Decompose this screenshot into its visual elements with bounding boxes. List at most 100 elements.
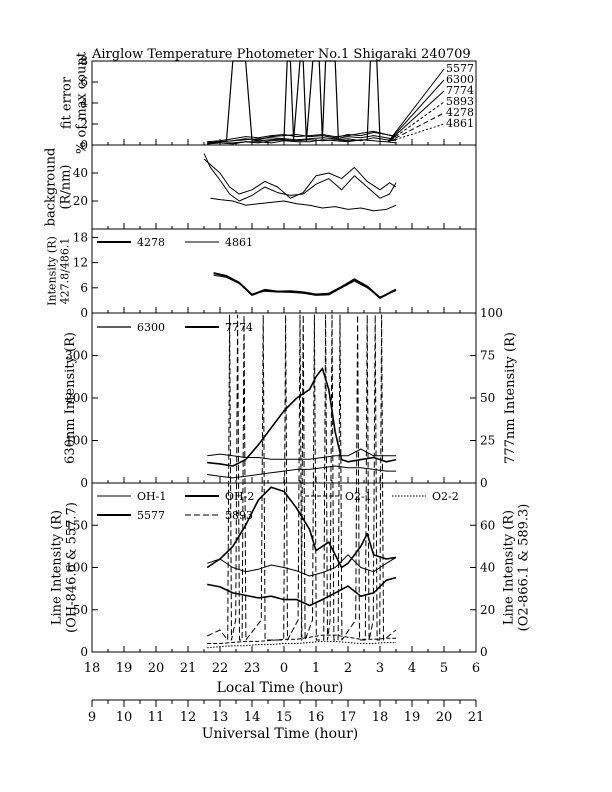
fit-error-legend-label: 5893	[446, 95, 474, 108]
ut-tick-label: 15	[276, 710, 293, 725]
y-tick-label-right: 75	[480, 349, 495, 363]
y-tick-label: 0	[80, 138, 88, 152]
y-tick-label: 100	[65, 434, 88, 448]
fit-error-legend-label: 4278	[446, 106, 474, 119]
fit-error-line-5893	[207, 139, 397, 145]
line-intensity-5893	[206, 314, 397, 641]
i630-line-7774	[207, 448, 396, 460]
i777-ylabel-right: 777nm Intensity (R)	[503, 332, 518, 464]
local-tick-label: 5	[440, 661, 448, 676]
legend-label: O2-2	[432, 490, 459, 503]
ut-tick-label: 11	[148, 710, 165, 725]
local-tick-label: 18	[84, 661, 101, 676]
y-tick-label-right: 20	[480, 603, 495, 617]
ut-tick-label: 12	[180, 710, 197, 725]
local-tick-label: 23	[244, 661, 261, 676]
local-tick-label: 1	[312, 661, 320, 676]
y-tick-label: 2	[80, 117, 88, 131]
fit-error-legend-label: 4861	[446, 117, 474, 130]
y-tick-label: 200	[65, 391, 88, 405]
y-tick-label: 12	[73, 256, 88, 270]
legend-label: 4861	[225, 236, 253, 249]
y-tick-label: 0	[80, 645, 88, 659]
fit-error-line-4278	[207, 130, 397, 143]
y-tick-label: 50	[73, 603, 88, 617]
ut-tick-label: 10	[116, 710, 133, 725]
local-tick-label: 2	[344, 661, 352, 676]
y-tick-label: 6	[80, 75, 88, 89]
i630-line-6300	[207, 367, 397, 467]
y-tick-label: 20	[73, 194, 88, 208]
fit-error-ylabel: % of max count	[75, 51, 90, 154]
fit-error-leader	[387, 79, 445, 143]
local-tick-label: 19	[116, 661, 133, 676]
panel-frame-intensity_630_777	[91, 312, 477, 484]
y-tick-label-right: 40	[480, 561, 495, 575]
fit-error-leader	[387, 90, 445, 143]
legend-label: 6300	[137, 321, 165, 334]
ut-tick-label: 14	[244, 710, 261, 725]
ut-tick-label: 13	[212, 710, 229, 725]
line-intensity-O2-2	[207, 640, 396, 649]
background-ylabel: (R/nm)	[59, 164, 74, 209]
y-tick-label-right: 100	[480, 306, 503, 320]
y-tick-label: 18	[73, 230, 88, 244]
local-tick-label: 3	[376, 661, 384, 676]
background-line	[210, 197, 397, 212]
ut-tick-label: 20	[436, 710, 453, 725]
i630-ylabel-left: 630nm Intensity (R)	[63, 332, 78, 464]
background-ylabel: background	[44, 148, 59, 227]
y-tick-label: 40	[73, 166, 88, 180]
y-tick-label: 8	[80, 54, 88, 68]
local-tick-label: 21	[180, 661, 197, 676]
y-tick-label: 4	[80, 96, 88, 110]
y-tick-label: 0	[80, 306, 88, 320]
local-tick-label: 4	[408, 661, 416, 676]
local-time-label: Local Time (hour)	[217, 680, 344, 696]
y-tick-label-right: 25	[480, 434, 495, 448]
ut-tick-label: 17	[340, 710, 357, 725]
i630-line-7774	[207, 465, 396, 479]
y-tick-label: 100	[65, 561, 88, 575]
y-tick-label-right: 50	[480, 391, 495, 405]
y-tick-label: 300	[65, 349, 88, 363]
fit-error-leader	[387, 68, 445, 143]
local-tick-label: 0	[280, 661, 288, 676]
y-tick-label: 6	[80, 281, 88, 295]
background-line	[203, 153, 397, 202]
fit-error-legend-label: 7774	[446, 84, 474, 97]
line-intensity-O2-1	[207, 634, 396, 644]
line-ylabel-right: Line Intensity (R)	[502, 510, 517, 625]
ut-tick-label: 19	[404, 710, 421, 725]
ut-tick-label: 18	[372, 710, 389, 725]
fit-error-legend-label: 5577	[446, 62, 474, 75]
fit-error-legend-label: 6300	[446, 73, 474, 86]
y-tick-label-right: 0	[480, 645, 488, 659]
intensity-4278-ylabel: Intensity (R)	[46, 236, 59, 306]
panel-frame-background	[91, 144, 477, 230]
intensity-line-4861	[213, 274, 397, 298]
ut-tick-label: 16	[308, 710, 325, 725]
fit-error-line-4861	[207, 135, 397, 144]
legend-label: OH-1	[137, 490, 166, 503]
fit-error-ylabel: fit error	[60, 76, 75, 129]
local-tick-label: 20	[148, 661, 165, 676]
legend-label: OH-2	[225, 490, 254, 503]
legend-label: 5577	[137, 509, 165, 522]
chart-title: Airglow Temperature Photometer No.1 Shig…	[91, 47, 471, 62]
line-ylabel-right: (O2-866.1 & 589.3)	[517, 504, 532, 632]
background-line	[203, 158, 397, 199]
ut-tick-label: 21	[468, 710, 485, 725]
fit-error-leader	[387, 123, 445, 143]
y-tick-label-right: 60	[480, 518, 495, 532]
ut-tick-label: 9	[88, 710, 96, 725]
legend-label: 7774	[225, 321, 253, 334]
fit-error-leader	[387, 112, 445, 143]
local-tick-label: 6	[472, 661, 480, 676]
fit-error-line-7774	[225, 60, 381, 142]
fit-error-leader	[387, 101, 445, 143]
y-tick-label: 0	[80, 476, 88, 490]
legend-label: 4278	[137, 236, 165, 249]
legend-label: O2-1	[345, 490, 372, 503]
